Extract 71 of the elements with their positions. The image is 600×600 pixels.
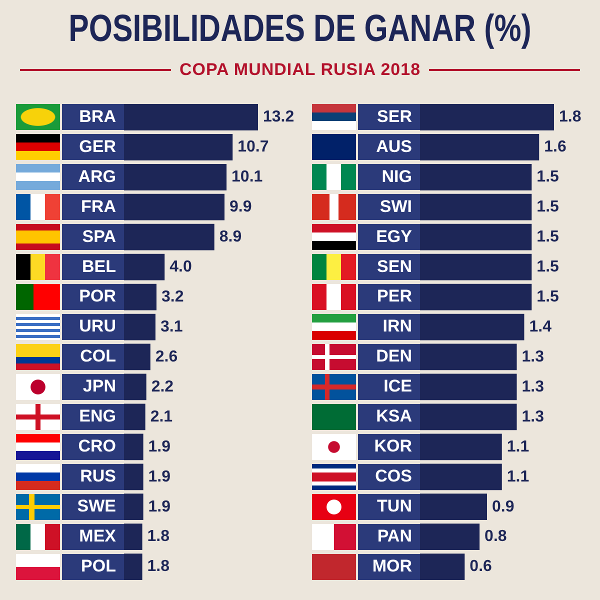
data-label: 1.5 [536, 228, 560, 246]
data-label: 1.1 [506, 438, 530, 456]
y-tick-label: MOR [372, 556, 412, 576]
data-label: 2.1 [150, 408, 173, 426]
data-label: 1.8 [147, 528, 170, 546]
data-label: 0.9 [492, 498, 514, 516]
y-tick-label: FRA [81, 196, 116, 216]
y-tick-label: MEX [79, 526, 117, 546]
y-tick-label: ARG [78, 166, 116, 186]
y-tick-label: AUS [376, 136, 412, 156]
bar [124, 464, 144, 490]
data-label: 1.9 [148, 498, 171, 516]
data-label: 3.1 [160, 318, 183, 336]
data-label: 10.1 [232, 168, 263, 186]
y-tick-label: NIG [382, 166, 412, 186]
bar [124, 434, 144, 460]
y-tick-label: RUS [80, 466, 116, 486]
data-label: 1.8 [147, 558, 170, 576]
y-tick-label: POL [81, 556, 116, 576]
data-label: 13.2 [263, 108, 294, 126]
data-label: 9.9 [230, 198, 252, 216]
text: COPA MUNDIAL RUSIA 2018 [178, 60, 422, 80]
data-label: 1.6 [544, 138, 566, 156]
y-tick-label: BEL [82, 256, 116, 276]
data-label: 0.6 [470, 558, 492, 576]
data-label: 3.2 [161, 288, 184, 306]
data-label: 1.5 [536, 168, 560, 186]
y-tick-label: SWE [77, 496, 116, 516]
y-tick-label: SEN [377, 256, 412, 276]
y-tick-label: COS [375, 466, 412, 486]
data-label: 1.3 [522, 378, 544, 396]
data-label: 1.8 [559, 108, 582, 126]
y-tick-label: URU [79, 316, 116, 336]
chart-title: POSIBILIDADES DE GANAR (%) [68, 8, 532, 51]
y-tick-label: CRO [78, 436, 116, 456]
y-tick-label: POR [79, 286, 116, 306]
y-tick-label: SER [377, 106, 412, 126]
data-label: 1.4 [529, 318, 552, 336]
y-tick-label: GER [79, 136, 116, 156]
y-tick-label: PER [377, 286, 412, 306]
y-tick-label: SWI [380, 196, 412, 216]
y-tick-label: COL [80, 346, 116, 366]
data-label: 1.5 [536, 258, 560, 276]
y-tick-label: ENG [79, 406, 116, 426]
bar [124, 554, 142, 580]
data-label: 2.2 [151, 378, 174, 396]
y-tick-label: IRN [382, 316, 412, 336]
data-label: 2.6 [155, 348, 178, 366]
data-label: 8.9 [219, 228, 242, 246]
bar [124, 524, 142, 550]
bar [124, 494, 144, 520]
y-tick-label: PAN [377, 526, 412, 546]
y-tick-label: DEN [376, 346, 412, 366]
y-tick-label: SPA [82, 226, 116, 246]
data-label: 4.0 [170, 258, 192, 276]
data-label: 10.7 [238, 138, 269, 156]
y-tick-label: KOR [374, 436, 412, 456]
data-label: 1.9 [148, 438, 171, 456]
data-label: 1.3 [522, 348, 544, 366]
y-tick-label: KSA [376, 406, 412, 426]
data-label: 0.8 [484, 528, 507, 546]
data-label: 1.1 [506, 468, 530, 486]
data-label: 1.5 [536, 288, 560, 306]
data-label: 1.9 [148, 468, 171, 486]
data-label: 1.3 [522, 408, 544, 426]
y-tick-label: ICE [384, 376, 412, 396]
y-tick-label: EGY [376, 226, 413, 246]
y-tick-label: TUN [377, 496, 412, 516]
y-tick-label: JPN [82, 376, 116, 396]
y-tick-label: BRA [79, 106, 116, 126]
data-label: 1.5 [536, 198, 560, 216]
